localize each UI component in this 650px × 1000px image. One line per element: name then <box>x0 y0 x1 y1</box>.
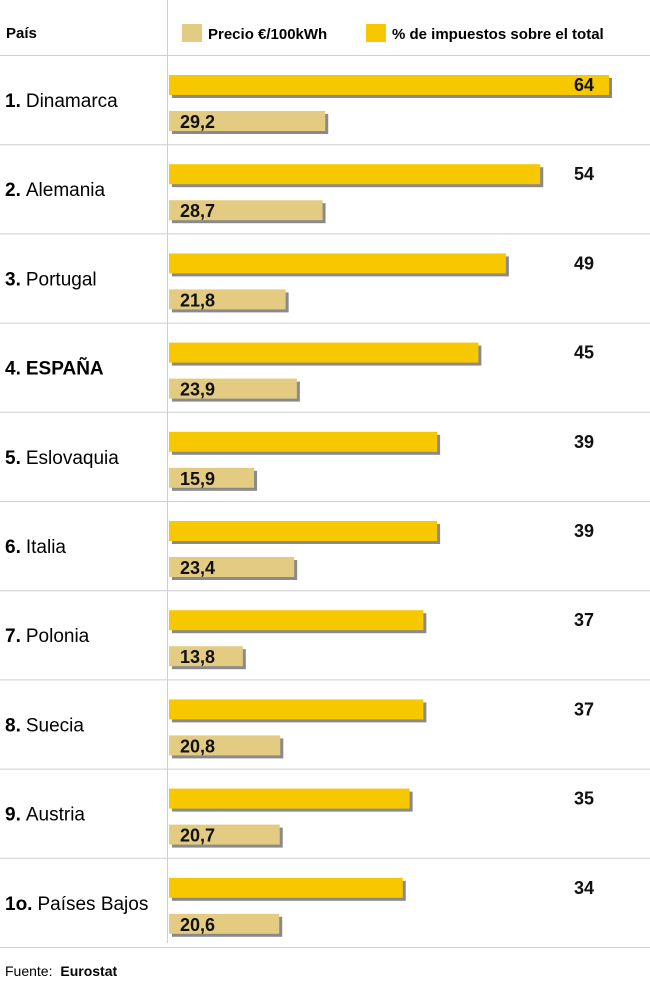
chart-row: 3. Portugal 49 21,8 <box>0 253 650 324</box>
price-value-label: 29,2 <box>180 112 215 132</box>
tax-value-label: 37 <box>574 610 594 630</box>
country-rank: 3. <box>5 269 21 290</box>
tax-bar <box>169 788 410 809</box>
country-name: Italia <box>26 537 67 558</box>
country-name: Austria <box>26 805 86 826</box>
tax-value-label: 64 <box>574 75 594 95</box>
tax-value-label: 49 <box>574 253 594 273</box>
country-rank: 1. <box>5 91 21 112</box>
country-name: ESPAÑA <box>26 358 104 380</box>
country-rank: 1o. <box>5 894 32 915</box>
chart-row: 8. Suecia 37 20,8 <box>0 699 650 770</box>
chart-rows: 1. Dinamarca 64 29,2 2. Alemania 54 28,7 3. Portu… <box>0 75 650 948</box>
source-label: Fuente: <box>5 963 52 979</box>
chart-row: 1o. Países Bajos 34 20,6 <box>0 877 650 948</box>
chart-row: 7. Polonia 37 13,8 <box>0 610 650 681</box>
country-label: 2. Alemania <box>5 180 106 201</box>
price-bar <box>169 735 281 756</box>
country-name: Suecia <box>26 715 85 736</box>
country-rank: 6. <box>5 537 21 558</box>
chart-row: 9. Austria 35 20,7 <box>0 788 650 859</box>
legend-swatch-tax <box>366 24 386 42</box>
price-bar <box>169 557 295 577</box>
tax-bar <box>169 253 506 274</box>
price-value-label: 23,9 <box>180 380 215 400</box>
source-note: Fuente: Eurostat <box>5 963 117 979</box>
price-bar <box>169 824 280 845</box>
country-label: 1o. Países Bajos <box>5 894 148 915</box>
country-name: Eslovaquia <box>26 448 119 469</box>
tax-bar <box>169 75 609 95</box>
country-label: 3. Portugal <box>5 269 97 290</box>
country-name: Alemania <box>26 180 106 201</box>
tax-value-label: 54 <box>574 164 594 184</box>
tax-bar <box>169 877 403 898</box>
chart-row: 1. Dinamarca 64 29,2 <box>0 75 650 146</box>
tax-bar <box>169 610 424 631</box>
country-rank: 7. <box>5 626 21 647</box>
price-value-label: 15,9 <box>180 469 215 489</box>
country-rank: 4. <box>5 359 21 380</box>
tax-bar <box>169 431 438 452</box>
price-bar <box>169 467 255 488</box>
country-name: Dinamarca <box>26 91 118 112</box>
country-column-header: País <box>6 25 37 42</box>
price-bar <box>169 913 280 934</box>
tax-bar <box>169 342 479 363</box>
legend-swatch-price <box>182 24 202 42</box>
tax-bar <box>169 521 438 541</box>
chart-row: 5. Eslovaquia 39 15,9 <box>0 431 650 502</box>
country-name: Portugal <box>26 269 97 290</box>
chart-row: 2. Alemania 54 28,7 <box>0 164 650 235</box>
tax-bar <box>169 699 424 720</box>
price-value-label: 23,4 <box>180 558 215 578</box>
price-bar <box>169 200 323 221</box>
tax-value-label: 39 <box>574 521 594 541</box>
country-label: 5. Eslovaquia <box>5 448 119 469</box>
legend-label-tax: % de impuestos sobre el total <box>392 26 604 43</box>
legend-label-price: Precio €/100kWh <box>208 26 327 43</box>
price-bar <box>169 289 286 310</box>
chart-row: 4. ESPAÑA 45 23,9 <box>0 342 650 413</box>
country-label: 4. ESPAÑA <box>5 358 104 380</box>
price-value-label: 28,7 <box>180 201 215 221</box>
country-rank: 9. <box>5 805 21 826</box>
tax-value-label: 34 <box>574 878 594 898</box>
price-bar <box>169 378 297 399</box>
price-bar <box>169 646 243 667</box>
price-value-label: 20,7 <box>180 826 215 846</box>
price-value-label: 21,8 <box>180 290 215 310</box>
country-label: 8. Suecia <box>5 715 84 736</box>
tax-bar <box>169 164 541 185</box>
tax-value-label: 35 <box>574 789 594 809</box>
tax-value-label: 37 <box>574 699 594 719</box>
price-value-label: 20,6 <box>180 915 215 935</box>
country-label: 7. Polonia <box>5 626 90 647</box>
country-rank: 8. <box>5 715 21 736</box>
source-name: Eurostat <box>60 963 117 979</box>
country-name: Países Bajos <box>37 894 148 915</box>
country-label: 9. Austria <box>5 805 85 826</box>
tax-value-label: 45 <box>574 343 594 363</box>
country-rank: 5. <box>5 448 21 469</box>
price-bar <box>169 111 326 131</box>
country-label: 1. Dinamarca <box>5 91 118 112</box>
legend: Precio €/100kWh % de impuestos sobre el … <box>182 24 604 43</box>
price-value-label: 13,8 <box>180 647 215 667</box>
country-name: Polonia <box>26 626 90 647</box>
country-label: 6. Italia <box>5 537 66 558</box>
tax-value-label: 39 <box>574 432 594 452</box>
chart-row: 6. Italia 39 23,4 <box>0 521 650 592</box>
country-rank: 2. <box>5 180 21 201</box>
price-value-label: 20,8 <box>180 736 215 756</box>
